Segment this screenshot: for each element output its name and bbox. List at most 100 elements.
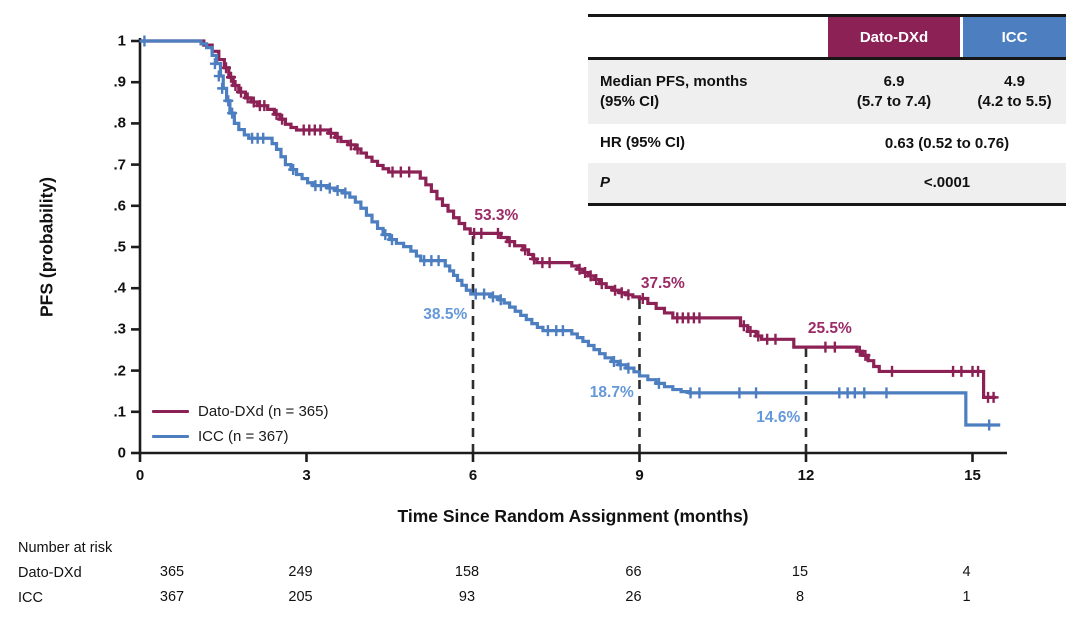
legend-label-dato: Dato-DXd (n = 365) (198, 403, 329, 420)
censor-mark-dato (476, 227, 487, 239)
risk-count-dato-dxd-15mo: 4 (962, 564, 971, 580)
table-header-divider (588, 57, 1066, 60)
censor-mark-icc (751, 387, 762, 399)
censor-mark-icc (734, 387, 745, 399)
censor-mark-icc (557, 325, 568, 337)
x-tick-label: 3 (302, 467, 311, 484)
censor-mark-icc (288, 164, 299, 176)
table-header-row: Dato-DXd ICC (588, 17, 1066, 57)
censor-mark-dato (770, 333, 781, 345)
censor-mark-dato (236, 86, 247, 98)
censor-mark-icc (340, 187, 351, 199)
censor-mark-icc (849, 387, 860, 399)
censor-mark-icc (623, 362, 634, 374)
censor-mark-icc (694, 387, 705, 399)
y-tick-label: .3 (113, 320, 126, 338)
censor-mark-dato (404, 166, 415, 178)
p-value-label: P (600, 173, 611, 191)
censor-mark-dato (529, 253, 540, 265)
censor-mark-icc (984, 419, 995, 431)
dato-landmark-pct-label: 37.5% (640, 275, 685, 293)
icc-line-swatch (152, 434, 189, 439)
censor-mark-dato (854, 345, 865, 357)
censor-mark-icc (217, 82, 228, 94)
x-axis-title: Time Since Random Assignment (months) (397, 506, 749, 526)
censor-mark-icc (332, 185, 343, 197)
median-pfs-label-line1: Median PFS, months (600, 73, 748, 90)
censor-mark-dato (596, 278, 607, 290)
x-tick-label: 0 (135, 467, 145, 484)
censor-mark-icc (608, 356, 619, 368)
median-pfs-icc-value: 4.9 (1004, 73, 1025, 90)
censor-mark-dato (248, 96, 259, 108)
censor-mark-icc (479, 288, 490, 300)
censor-mark-icc (324, 182, 335, 194)
summary-stats-table: Dato-DXd ICC Median PFS, months (95% CI)… (588, 14, 1066, 206)
hazard-ratio-row: HR (95% CI) 0.63 (0.52 to 0.76) (588, 123, 1066, 163)
censor-mark-dato (226, 71, 237, 83)
risk-count-icc-12mo: 8 (795, 589, 805, 605)
icc-landmark-pct-label: 38.5% (423, 305, 468, 323)
censor-mark-icc (881, 387, 892, 399)
risk-count-icc-9mo: 26 (625, 589, 642, 605)
censor-mark-dato (616, 287, 627, 299)
censor-mark-dato (745, 325, 756, 337)
censor-mark-icc (386, 234, 397, 246)
p-value: <.0001 (923, 174, 971, 191)
y-axis-title: PFS (probability) (36, 177, 57, 317)
censor-mark-dato (610, 284, 621, 296)
median-pfs-icc: 4.9 (4.2 to 5.5) (963, 72, 1066, 111)
risk-count-dato-dxd-6mo: 158 (454, 564, 480, 580)
censor-mark-icc (653, 377, 664, 389)
censor-mark-dato (585, 270, 596, 282)
table-header-icc: ICC (963, 17, 1066, 57)
risk-row-label-icc: ICC (18, 590, 43, 606)
censor-mark-dato (520, 244, 531, 256)
censor-mark-icc (223, 95, 234, 107)
y-tick-label: .1 (113, 403, 126, 421)
censor-mark-icc (380, 229, 391, 241)
censor-mark-dato (332, 131, 343, 143)
censor-mark-dato (544, 257, 555, 269)
censor-mark-dato (591, 274, 602, 286)
legend-item-dato: Dato-DXd (n = 365) (152, 399, 328, 424)
censor-mark-icc (433, 255, 444, 267)
median-pfs-dato-ci: (5.7 to 7.4) (856, 92, 932, 110)
median-pfs-label-line2: (95% CI) (600, 92, 660, 110)
risk-row-label-dato: Dato-DXd (18, 565, 82, 581)
hazard-ratio-label: HR (95% CI) (600, 134, 686, 152)
censor-mark-dato (738, 320, 749, 332)
legend: Dato-DXd (n = 365) ICC (n = 367) (152, 399, 328, 449)
x-tick-label: 6 (468, 467, 478, 484)
risk-count-dato-dxd-9mo: 66 (625, 564, 642, 580)
censor-mark-dato (345, 139, 356, 151)
median-pfs-dato: 6.9 (5.7 to 7.4) (828, 72, 960, 111)
censor-mark-icc (685, 387, 696, 399)
censor-mark-dato (988, 391, 999, 403)
censor-mark-dato (623, 289, 634, 301)
censor-mark-dato (956, 365, 967, 377)
y-tick-label: .4 (113, 279, 126, 297)
censor-mark-dato (230, 79, 241, 91)
censor-mark-dato (271, 108, 282, 120)
median-pfs-row: Median PFS, months (95% CI) 6.9 (5.7 to … (588, 59, 1066, 124)
table-top-border (588, 14, 1066, 17)
censor-mark-dato (694, 312, 705, 324)
median-pfs-label: Median PFS, months (95% CI) (588, 72, 828, 111)
censor-mark-dato (492, 227, 503, 239)
censor-mark-dato (829, 341, 840, 353)
x-tick-label: 12 (797, 467, 815, 484)
median-pfs-icc-ci: (4.2 to 5.5) (977, 92, 1052, 110)
censor-mark-dato (221, 62, 232, 74)
icc-landmark-pct-label: 18.7% (589, 383, 634, 401)
legend-label-icc: ICC (n = 367) (198, 428, 289, 445)
censor-mark-icc (487, 291, 498, 303)
y-tick-label: .7 (113, 156, 126, 174)
risk-count-icc-0mo: 367 (159, 589, 185, 605)
censor-mark-icc (209, 58, 220, 70)
censor-mark-dato (637, 293, 648, 304)
censor-mark-dato (860, 349, 871, 361)
dato-landmark-pct-label: 53.3% (474, 207, 519, 225)
